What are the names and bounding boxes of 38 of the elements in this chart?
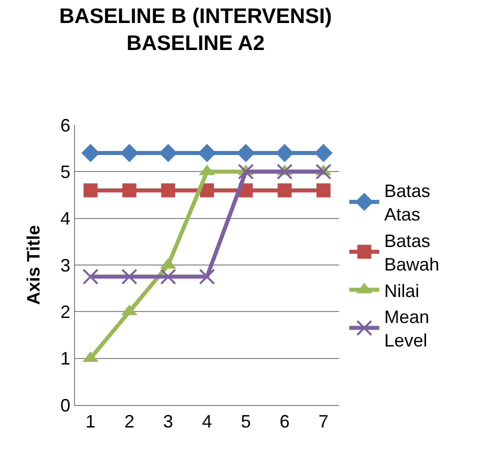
chart-title: BASELINE B (INTERVENSI) BASELINE A2 — [59, 4, 332, 56]
point — [236, 144, 255, 162]
y-tick-label: 2 — [60, 302, 70, 322]
point — [315, 164, 332, 180]
y-tick-label: 3 — [60, 255, 70, 276]
legend-label: Nilai — [384, 280, 420, 301]
point — [276, 144, 294, 162]
point — [122, 183, 136, 198]
point — [84, 183, 98, 198]
point — [238, 164, 254, 180]
point — [120, 144, 138, 162]
x-tick-label: 3 — [163, 412, 174, 432]
x-tick-label: 2 — [124, 412, 134, 432]
legend-label: Mean Level — [384, 307, 430, 351]
y-tick-label: 4 — [60, 208, 70, 229]
x-tick-label: 6 — [280, 412, 290, 432]
x-tick-label: 5 — [240, 412, 251, 432]
y-tick-label: 1 — [60, 348, 70, 369]
point — [199, 268, 215, 285]
y-tick-label: 0 — [60, 395, 70, 416]
y-tick-label: 6 — [60, 115, 70, 136]
point — [82, 268, 99, 285]
point — [161, 183, 176, 198]
legend-label: Batas Atas — [384, 181, 430, 225]
y-tick-label: 5 — [60, 162, 70, 182]
point — [160, 268, 176, 285]
legend-label: Batas Bawah — [384, 231, 440, 274]
y-axis-title: Axis Title — [24, 225, 44, 305]
x-tick-label: 4 — [202, 412, 212, 432]
x-tick-label: 7 — [318, 412, 328, 432]
x-tick-label: 1 — [86, 412, 96, 432]
point — [276, 164, 293, 180]
point — [159, 144, 178, 162]
point — [314, 144, 333, 162]
point — [316, 183, 330, 198]
point — [121, 268, 138, 285]
point — [278, 183, 292, 198]
point — [81, 144, 100, 162]
